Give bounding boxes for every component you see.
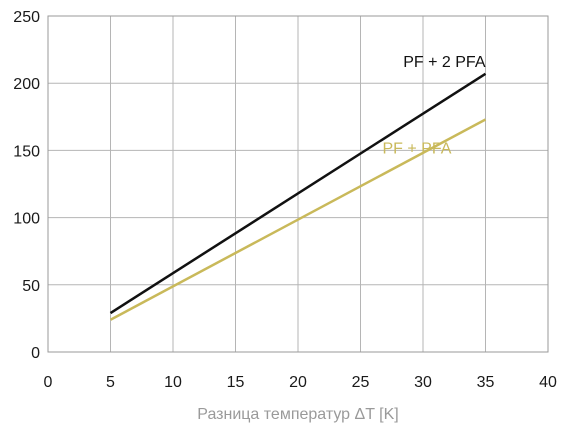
plot-area-frame bbox=[47, 15, 549, 353]
x-axis-title: Разница температур ΔT [K] bbox=[197, 406, 398, 423]
y-tick-label: 0 bbox=[31, 345, 40, 362]
series-labels: PF + 2 PFA PF + PFA bbox=[383, 54, 486, 158]
x-tick-label: 30 bbox=[414, 374, 432, 391]
series-line bbox=[109, 72, 487, 315]
x-tick-label: 0 bbox=[44, 374, 53, 391]
x-tick-label: 25 bbox=[352, 374, 370, 391]
y-tick-label: 50 bbox=[22, 278, 40, 295]
x-tick-label: 35 bbox=[477, 374, 495, 391]
x-tick-label: 10 bbox=[164, 374, 182, 391]
x-tick-label: 15 bbox=[227, 374, 245, 391]
x-tick-label: 40 bbox=[539, 374, 557, 391]
series-label: PF + PFA bbox=[383, 140, 452, 157]
series-line bbox=[109, 118, 487, 321]
y-axis-tick-labels: 0 50 100 150 200 250 bbox=[13, 9, 40, 362]
grid-lines bbox=[47, 15, 549, 353]
y-tick-label: 100 bbox=[13, 211, 40, 228]
series-lines bbox=[109, 72, 487, 321]
x-axis-tick-labels: 0 5 10 15 20 25 30 35 40 bbox=[44, 374, 557, 391]
x-tick-label: 20 bbox=[289, 374, 307, 391]
y-tick-label: 150 bbox=[13, 143, 40, 160]
series-label: PF + 2 PFA bbox=[403, 54, 486, 71]
y-tick-label: 250 bbox=[13, 9, 40, 26]
y-tick-label: 200 bbox=[13, 76, 40, 93]
x-tick-label: 5 bbox=[106, 374, 115, 391]
